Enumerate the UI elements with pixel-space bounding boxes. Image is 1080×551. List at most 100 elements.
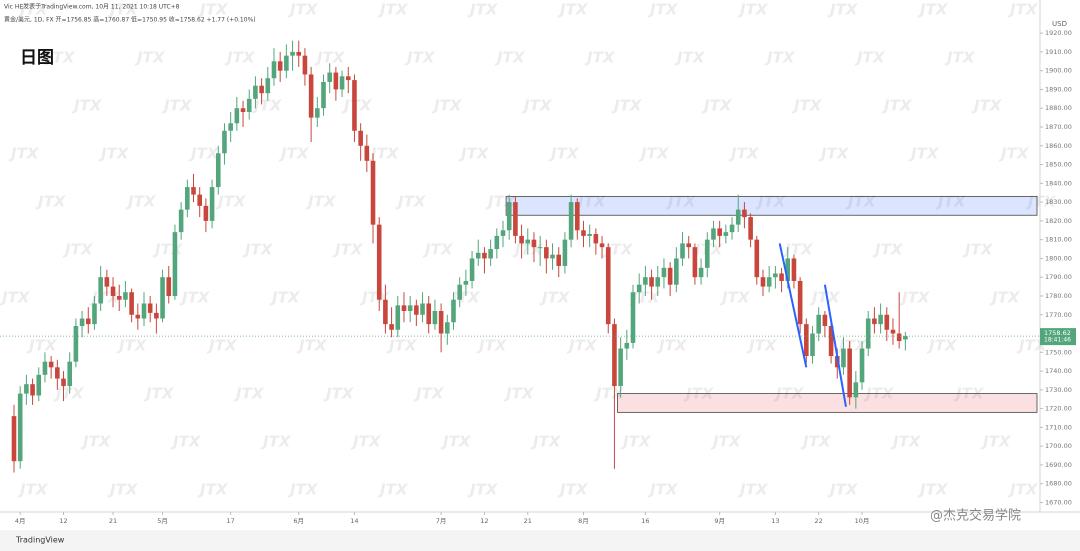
watermark: JTX (377, 481, 409, 499)
candle-body (284, 55, 289, 71)
y-tick-label: 1670.00 (1045, 498, 1072, 506)
candle-body (729, 224, 735, 233)
candle-body (804, 324, 809, 357)
watermark: JTX (458, 145, 490, 163)
candle-body (215, 153, 221, 188)
candle-body (630, 292, 636, 343)
candle-body (209, 187, 215, 221)
candle-body (315, 108, 320, 118)
watermark: JTX (872, 241, 904, 259)
watermark: JTX (242, 241, 274, 259)
watermark: JTX (971, 97, 1003, 115)
watermark: JTX (134, 49, 166, 67)
x-tick-label: 16 (641, 517, 649, 525)
watermark: JTX (665, 193, 697, 211)
x-tick-label: 22 (815, 517, 823, 525)
candle-body (686, 243, 692, 248)
candle-body (692, 247, 698, 278)
watermarks: JTX JTX JTX JTX JTX JTX JTX JTX JTX JTX JTX JTX JTX J… (0, 1, 1057, 499)
candle-body (160, 277, 165, 319)
watermark: JTX (287, 481, 319, 499)
candle-body (674, 258, 679, 285)
candle-body (445, 322, 450, 334)
candle-body (649, 277, 654, 287)
candle-body (123, 292, 128, 300)
watermark: JTX (827, 481, 859, 499)
watermark: JTX (206, 337, 238, 355)
candle-body (500, 230, 506, 236)
watermark: JTX (917, 481, 949, 499)
y-tick-label: 1730.00 (1045, 386, 1072, 394)
y-tick-label: 1790.00 (1045, 273, 1072, 281)
last-price-box (1040, 328, 1076, 346)
watermark: JTX (341, 97, 373, 115)
candle-body (828, 326, 834, 357)
candle-body (203, 205, 209, 221)
watermark: JTX (314, 49, 346, 67)
trend-line (823, 284, 847, 407)
y-tick-label: 1880.00 (1045, 104, 1072, 112)
watermark: JTX (251, 97, 283, 115)
y-tick-label: 1710.00 (1045, 423, 1072, 431)
watermark: JTX (359, 289, 391, 307)
watermark: JTX (62, 241, 94, 259)
watermark: JTX (35, 193, 67, 211)
x-tick-label: 17 (227, 517, 235, 525)
candle-body (135, 314, 141, 319)
currency: USD (1052, 20, 1067, 28)
candle-body (488, 249, 493, 259)
watermark: JTX (305, 193, 337, 211)
watermark: JTX (944, 49, 976, 67)
candle-body (841, 348, 846, 368)
watermark: JTX (44, 49, 76, 67)
last-price-label: 1758.62 (1044, 329, 1071, 337)
candle-body (785, 258, 791, 281)
candle-body (655, 277, 661, 287)
y-tick-label: 1870.00 (1045, 123, 1072, 131)
candle-body (438, 310, 444, 334)
candle-body (550, 254, 555, 259)
x-tick-label: 14 (350, 517, 358, 525)
watermark: JTX (710, 433, 742, 451)
candle-body (48, 361, 54, 368)
candle-body (141, 303, 147, 319)
candle-body (308, 74, 314, 118)
candle-body (531, 239, 537, 248)
watermark: JTX (755, 193, 787, 211)
candle-body (104, 277, 110, 287)
candle-body (735, 209, 741, 225)
candle-body (457, 284, 462, 300)
x-tick-label: 4月 (15, 517, 26, 525)
y-tick-label: 1910.00 (1045, 48, 1072, 56)
candle-body (401, 305, 407, 311)
watermark: JTX (422, 241, 454, 259)
candle-body (605, 247, 611, 325)
watermark: JTX (107, 481, 139, 499)
candle-body (61, 378, 66, 387)
watermark: JTX (143, 385, 175, 403)
candle-body (234, 108, 240, 124)
watermark: JTX (161, 97, 193, 115)
author-line: Vic HE发表于TradingView.com, 10月 11, 2021 1… (4, 3, 180, 11)
watermark: JTX (908, 145, 940, 163)
watermark: JTX (638, 145, 670, 163)
watermark: JTX (449, 289, 481, 307)
watermark: JTX (278, 145, 310, 163)
candle-body (116, 295, 122, 300)
watermark: JTX (935, 193, 967, 211)
candle-body (568, 202, 574, 240)
watermark: JTX (926, 337, 958, 355)
candle-body (395, 305, 401, 330)
candle-body (754, 239, 760, 278)
watermark: JTX (557, 481, 589, 499)
watermark: JTX (413, 385, 445, 403)
candle-body (519, 235, 524, 244)
candle-body (661, 267, 667, 278)
watermark: JTX (467, 481, 499, 499)
candle-body (494, 235, 500, 250)
candle-body (265, 78, 271, 94)
candle-body (667, 267, 673, 285)
candle-body (92, 303, 97, 325)
candle-body (345, 76, 351, 81)
watermark: JTX (719, 289, 751, 307)
